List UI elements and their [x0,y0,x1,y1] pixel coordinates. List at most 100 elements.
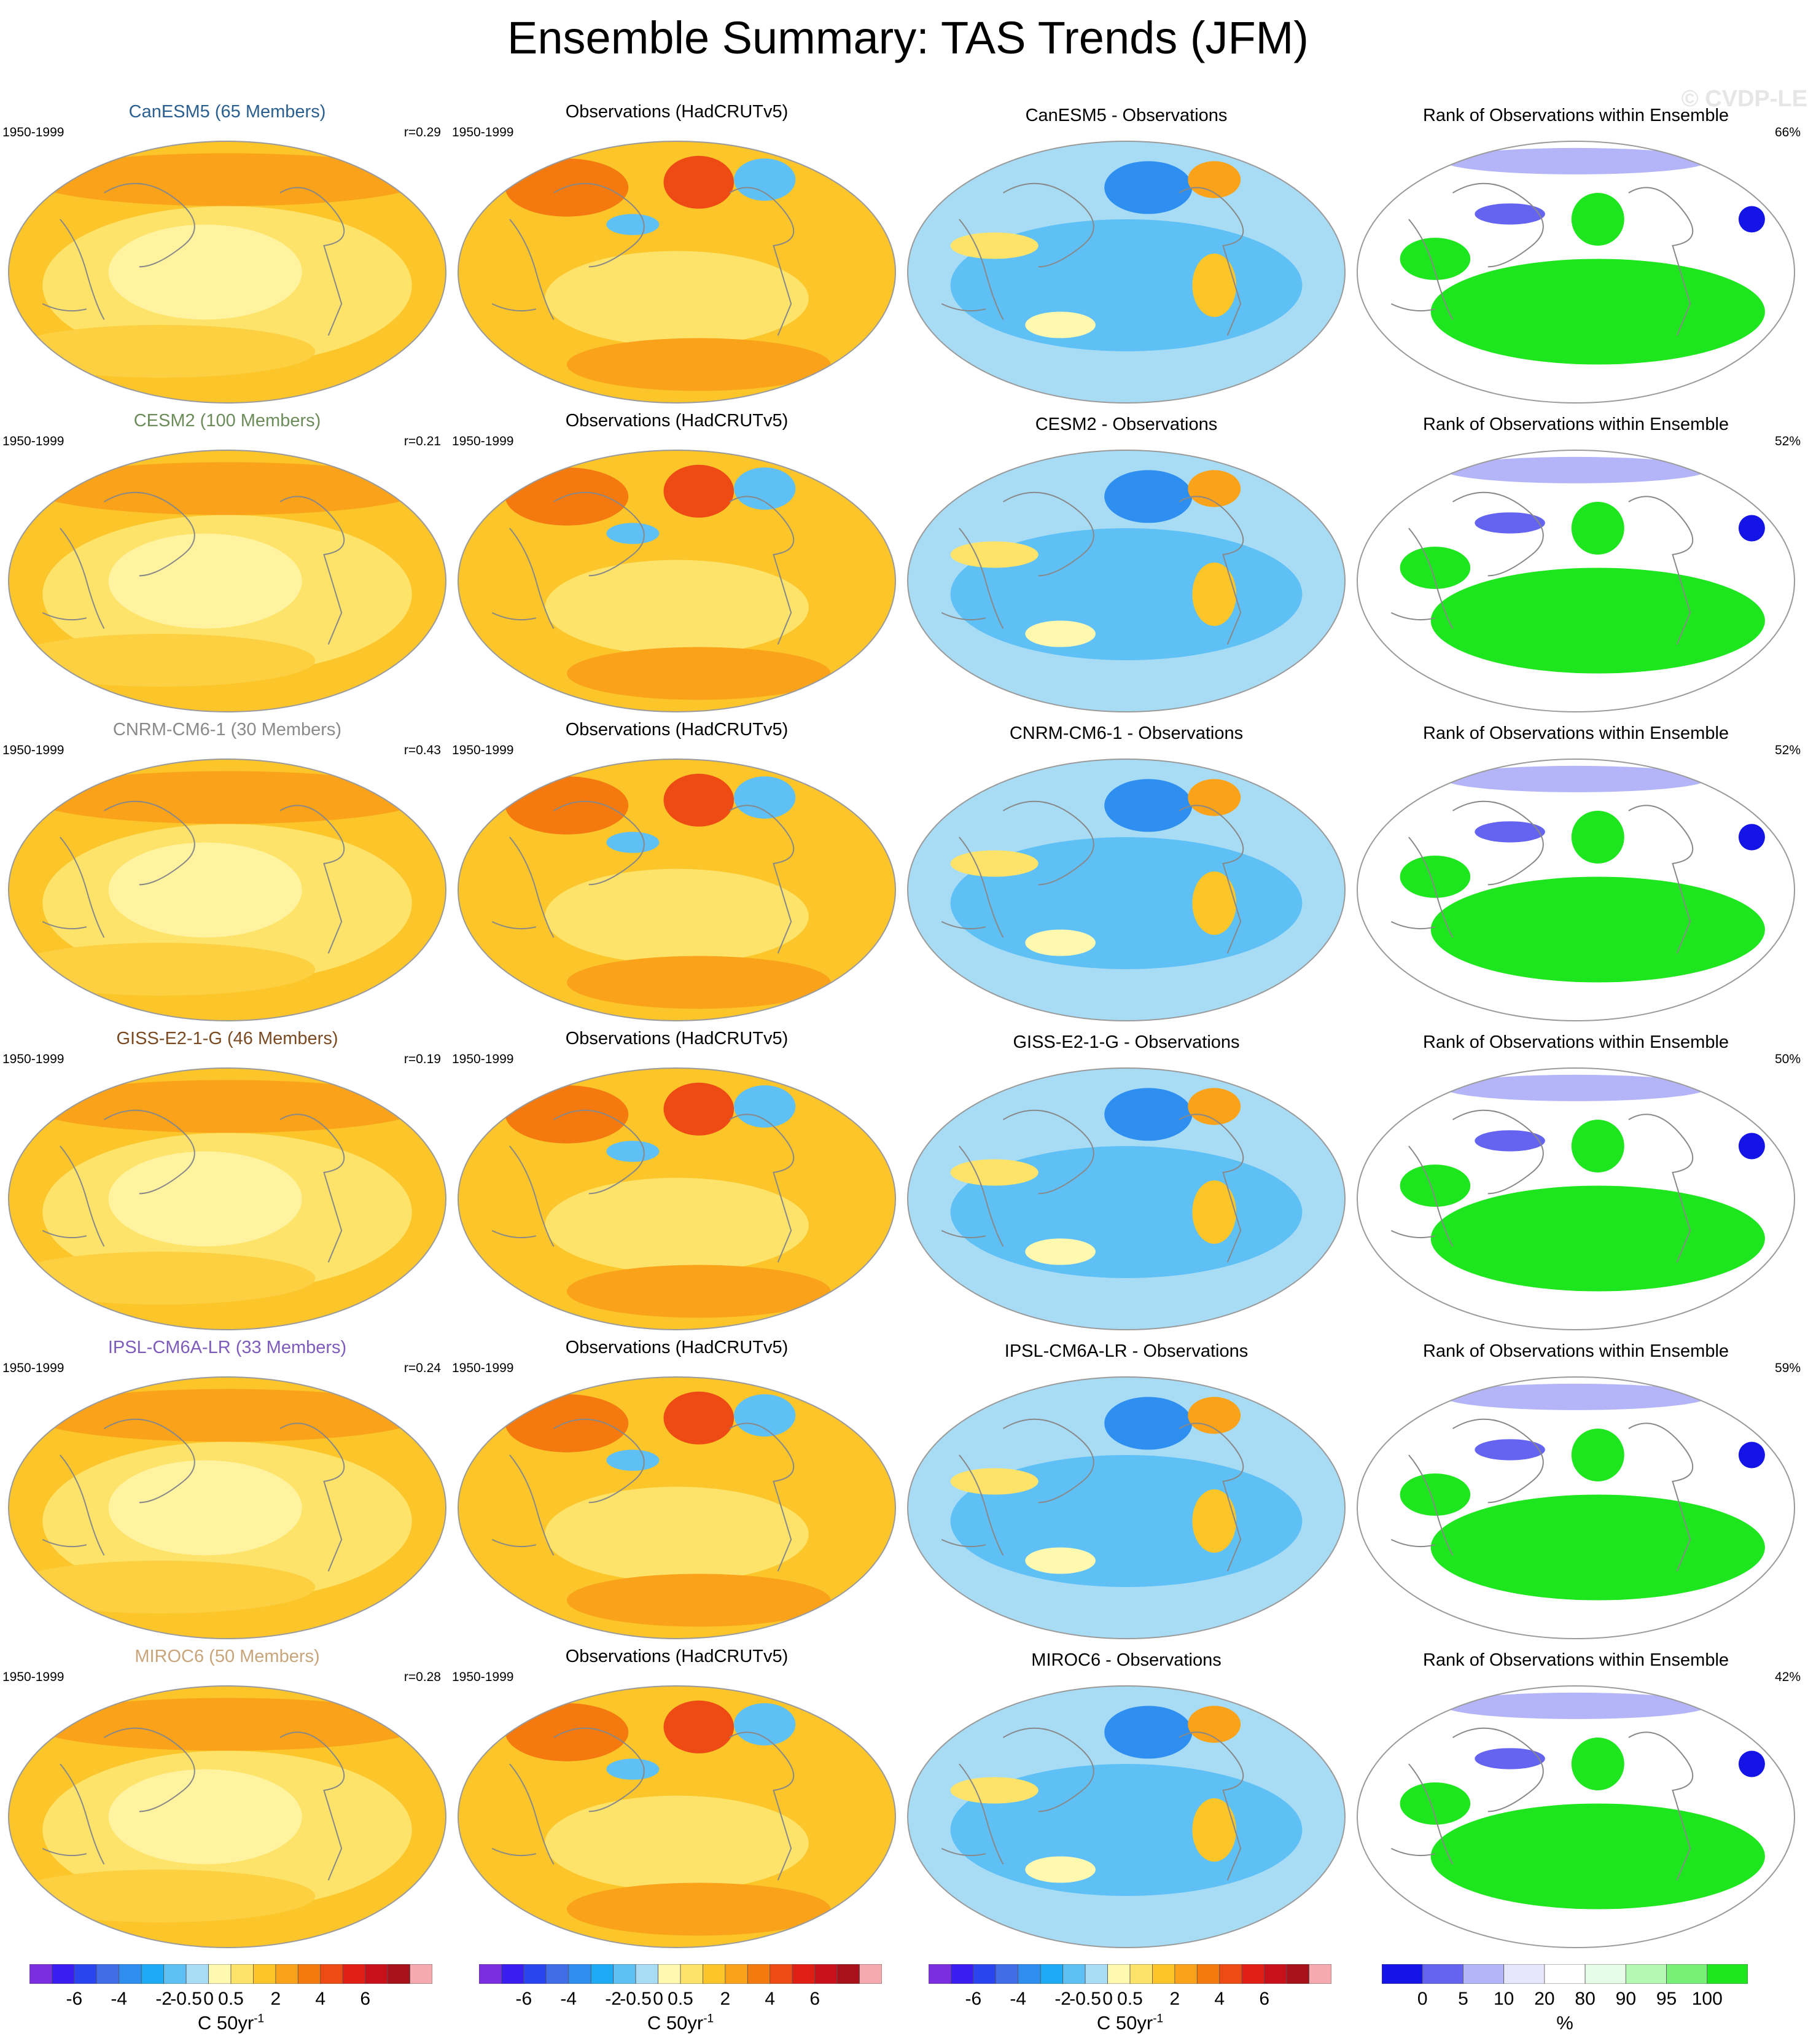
colorbar-unit-text: C 50yr [1096,2012,1153,2034]
rank-panel-title: Rank of Observations within Ensemble [1422,1032,1729,1052]
colorbar-tick-label: -2 [155,1989,172,2009]
globe-outline [458,450,896,712]
diff-panel: CNRM-CM6-1 - Observations [902,717,1351,1024]
watermark: © CVDP-LE [1681,86,1807,112]
colorbar-swatch [680,1964,703,1984]
model-panel: GISS-E2-1-G (46 Members) 1950-1999 r=0.19 [2,1026,452,1333]
model-panel-title: CNRM-CM6-1 (30 Members) [112,720,342,739]
globe-outline [907,450,1346,712]
coastline [42,1418,345,1572]
colorbar-swatch [590,1964,614,1984]
colorbar-swatch [410,1964,432,1984]
globe-outline [458,141,896,404]
colorbar-tick-label: -0.5 [170,1989,202,2009]
colorbar-unit: C 50yr-1 [929,2012,1331,2034]
colorbar-swatch [1219,1964,1242,1984]
rank-panel-title: Rank of Observations within Ensemble [1422,1650,1729,1670]
diff-panel-title: IPSL-CM6A-LR - Observations [1004,1341,1249,1361]
colorbar-swatch [1196,1964,1220,1984]
model-map [8,1685,446,1948]
colorbar-swatch [185,1964,209,1984]
obs-panel-title: Observations (HadCRUTv5) [565,720,789,739]
obs-panel-title: Observations (HadCRUTv5) [565,1647,789,1666]
coastline [491,491,795,645]
colorbar-swatch [1062,1964,1086,1984]
diff-panel: IPSL-CM6A-LR - Observations [902,1335,1351,1642]
colorbar-tick-label: -2 [1054,1989,1071,2009]
colorbar-swatch [792,1964,816,1984]
colorbar-swatch [613,1964,636,1984]
colorbar-swatch [814,1964,838,1984]
colorbar-swatch [929,1964,951,1984]
obs-panel: Observations (HadCRUTv5) 1950-1999 [452,1335,902,1642]
diff-map [907,1376,1346,1639]
model-map [8,141,446,404]
colorbar-swatch [230,1964,254,1984]
obs-panel-title: Observations (HadCRUTv5) [565,1029,789,1048]
coastline [42,491,345,645]
colorbar-swatch [770,1964,793,1984]
rank-panel: Rank of Observations within Ensemble 66% [1351,99,1801,407]
coastline [941,182,1244,336]
pattern-correlation: r=0.19 [403,1052,441,1066]
colorbar-swatch [501,1964,524,1984]
colorbar-unit-exponent: -1 [703,2012,714,2026]
globe-outline [1357,450,1795,712]
coastline [1390,491,1694,645]
model-map [8,1376,446,1639]
colorbar-swatch [836,1964,860,1984]
colorbar-tick-label: -0.5 [1069,1989,1101,2009]
model-panel: IPSL-CM6A-LR (33 Members) 1950-1999 r=0.24 [2,1335,452,1642]
pattern-correlation: r=0.29 [403,125,441,139]
colorbar-tick-label: -6 [515,1989,532,2009]
rank-panel: Rank of Observations within Ensemble 52% [1351,408,1801,716]
model-panel-title: IPSL-CM6A-LR (33 Members) [107,1338,347,1357]
period-label: 1950-1999 [2,1670,64,1684]
colorbar-unit-text: C 50yr [647,2012,704,2034]
rank-percent: 42% [1774,1670,1801,1684]
colorbar-tick-label: -2 [605,1989,622,2009]
obs-panel-title: Observations (HadCRUTv5) [565,411,789,431]
colorbar-tick-label: 2 [270,1989,281,2009]
colorbar-swatch [1107,1964,1131,1984]
rank-panel: Rank of Observations within Ensemble 50% [1351,1026,1801,1333]
colorbar-unit-exponent: -1 [254,2012,265,2026]
colorbar-swatch [342,1964,366,1984]
rank-panel: Rank of Observations within Ensemble 59% [1351,1335,1801,1642]
model-panel-title: GISS-E2-1-G (46 Members) [116,1029,338,1048]
colorbar-unit-exponent: -1 [1153,2012,1164,2026]
rank-panel-title: Rank of Observations within Ensemble [1422,106,1729,125]
trend-colorbar: -6 -4 -2 -0.5 0 0.5 2 4 6 C 50yr-1 [29,1964,432,2038]
coastline [491,182,795,336]
colorbar-swatch [1309,1964,1331,1984]
diff-map [907,141,1346,404]
globe-outline [907,1685,1346,1948]
colorbar-swatch [387,1964,410,1984]
obs-panel: Observations (HadCRUTv5) 1950-1999 [452,717,902,1024]
period-label: 1950-1999 [2,125,64,139]
colorbar-swatch [275,1964,298,1984]
coastline [1390,1727,1694,1881]
colorbar-tick-label: 100 [1691,1989,1723,2009]
colorbar-swatch [1264,1964,1287,1984]
globe-outline [8,141,446,404]
colorbar-tick-label: 4 [1214,1989,1225,2009]
colorbar-swatch [297,1964,321,1984]
coastline [491,1109,795,1263]
colorbar-tick-label: 0 [653,1989,663,2009]
colorbar-swatch [973,1964,996,1984]
diff-panel: CanESM5 - Observations [902,99,1351,407]
diff-map [907,450,1346,712]
globe-outline [458,1067,896,1330]
colorbar-swatch [1584,1964,1626,1984]
rank-map [1357,1067,1795,1330]
period-label: 1950-1999 [2,1361,64,1375]
obs-map [458,1685,896,1948]
diff-panel-title: CanESM5 - Observations [1025,106,1228,125]
period-label: 1950-1999 [452,434,514,448]
rank-panel: Rank of Observations within Ensemble 42% [1351,1644,1801,1951]
colorbar-tick-label: 0 [203,1989,214,2009]
colorbar-swatch [1625,1964,1667,1984]
colorbar-swatches [929,1964,1331,1984]
colorbar-tick-label: 10 [1493,1989,1514,2009]
